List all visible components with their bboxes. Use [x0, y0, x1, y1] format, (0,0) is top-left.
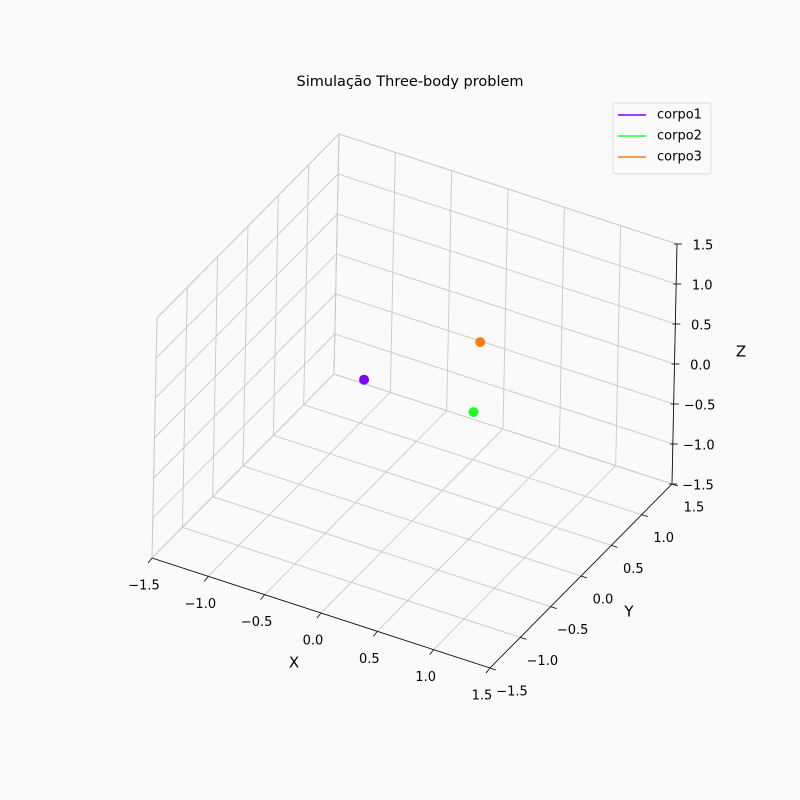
grid-line	[334, 333, 673, 445]
z-tick-label: −1.0	[683, 439, 715, 454]
z-axis-label: Z	[736, 343, 746, 361]
y-tick-label: −1.5	[496, 685, 528, 700]
x-tick	[260, 594, 265, 600]
chart-title: Simulação Three-body problem	[296, 74, 523, 90]
y-tick-label: −1.0	[527, 654, 559, 669]
x-tick	[485, 667, 491, 674]
grid-line	[338, 133, 678, 245]
point	[359, 374, 370, 385]
point	[468, 407, 479, 418]
legend-label: corpo1	[657, 108, 702, 123]
grid-line	[273, 434, 612, 546]
y-axis-label: Y	[623, 603, 634, 621]
grid-line	[155, 173, 339, 359]
grid-line	[156, 133, 340, 319]
y-tick	[611, 544, 618, 548]
grid-line	[153, 293, 336, 479]
z-tick-label: 0.5	[691, 319, 712, 334]
y-tick-label: 1.0	[653, 531, 674, 546]
x-tick-label: 0.0	[303, 634, 324, 649]
y-tick-label: 0.5	[623, 562, 644, 577]
legend-label: corpo3	[657, 150, 702, 165]
z-axis	[671, 243, 678, 485]
x-axis	[151, 557, 491, 669]
grid-line	[303, 404, 642, 516]
x-tick	[373, 631, 378, 637]
legend-label: corpo2	[657, 129, 702, 144]
grid-line	[152, 333, 336, 519]
x-tick-label: −1.0	[185, 597, 217, 612]
y-tick	[580, 575, 588, 579]
z-tick-label: 1.0	[692, 279, 713, 294]
z-tick-label: −0.5	[684, 399, 716, 414]
y-tick-label: 1.5	[684, 501, 705, 516]
z-tick-label: 0.0	[690, 359, 711, 374]
x-tick	[147, 557, 153, 564]
grid-line	[155, 213, 338, 399]
x-tick-label: 1.0	[415, 670, 436, 685]
grid-line	[333, 373, 673, 485]
grid-line	[151, 373, 335, 559]
grid-line	[337, 213, 676, 325]
point	[475, 337, 486, 348]
y-axis	[489, 483, 673, 669]
x-tick-label: 1.5	[472, 689, 493, 704]
x-tick-label: −1.5	[128, 579, 160, 594]
y-tick	[550, 606, 557, 610]
grid-line	[335, 293, 674, 405]
y-tick	[520, 636, 527, 640]
x-axis-label: X	[289, 654, 299, 672]
grid-line	[338, 173, 677, 285]
x-tick	[429, 649, 434, 655]
y-tick-label: −0.5	[557, 623, 589, 638]
grid-line	[336, 253, 675, 365]
grid-line	[154, 253, 337, 439]
z-tick-label: −1.5	[682, 479, 714, 494]
grid-line	[242, 465, 582, 577]
grid-line	[182, 526, 521, 638]
x-tick-label: 0.5	[359, 652, 380, 667]
y-tick	[489, 667, 497, 671]
x-tick	[316, 612, 322, 619]
x-tick	[204, 576, 209, 582]
grid-line	[212, 496, 551, 608]
y-tick	[641, 514, 648, 518]
y-tick-label: 0.0	[593, 593, 614, 608]
z-tick-label: 1.5	[693, 239, 714, 254]
x-tick-label: −0.5	[241, 615, 273, 630]
